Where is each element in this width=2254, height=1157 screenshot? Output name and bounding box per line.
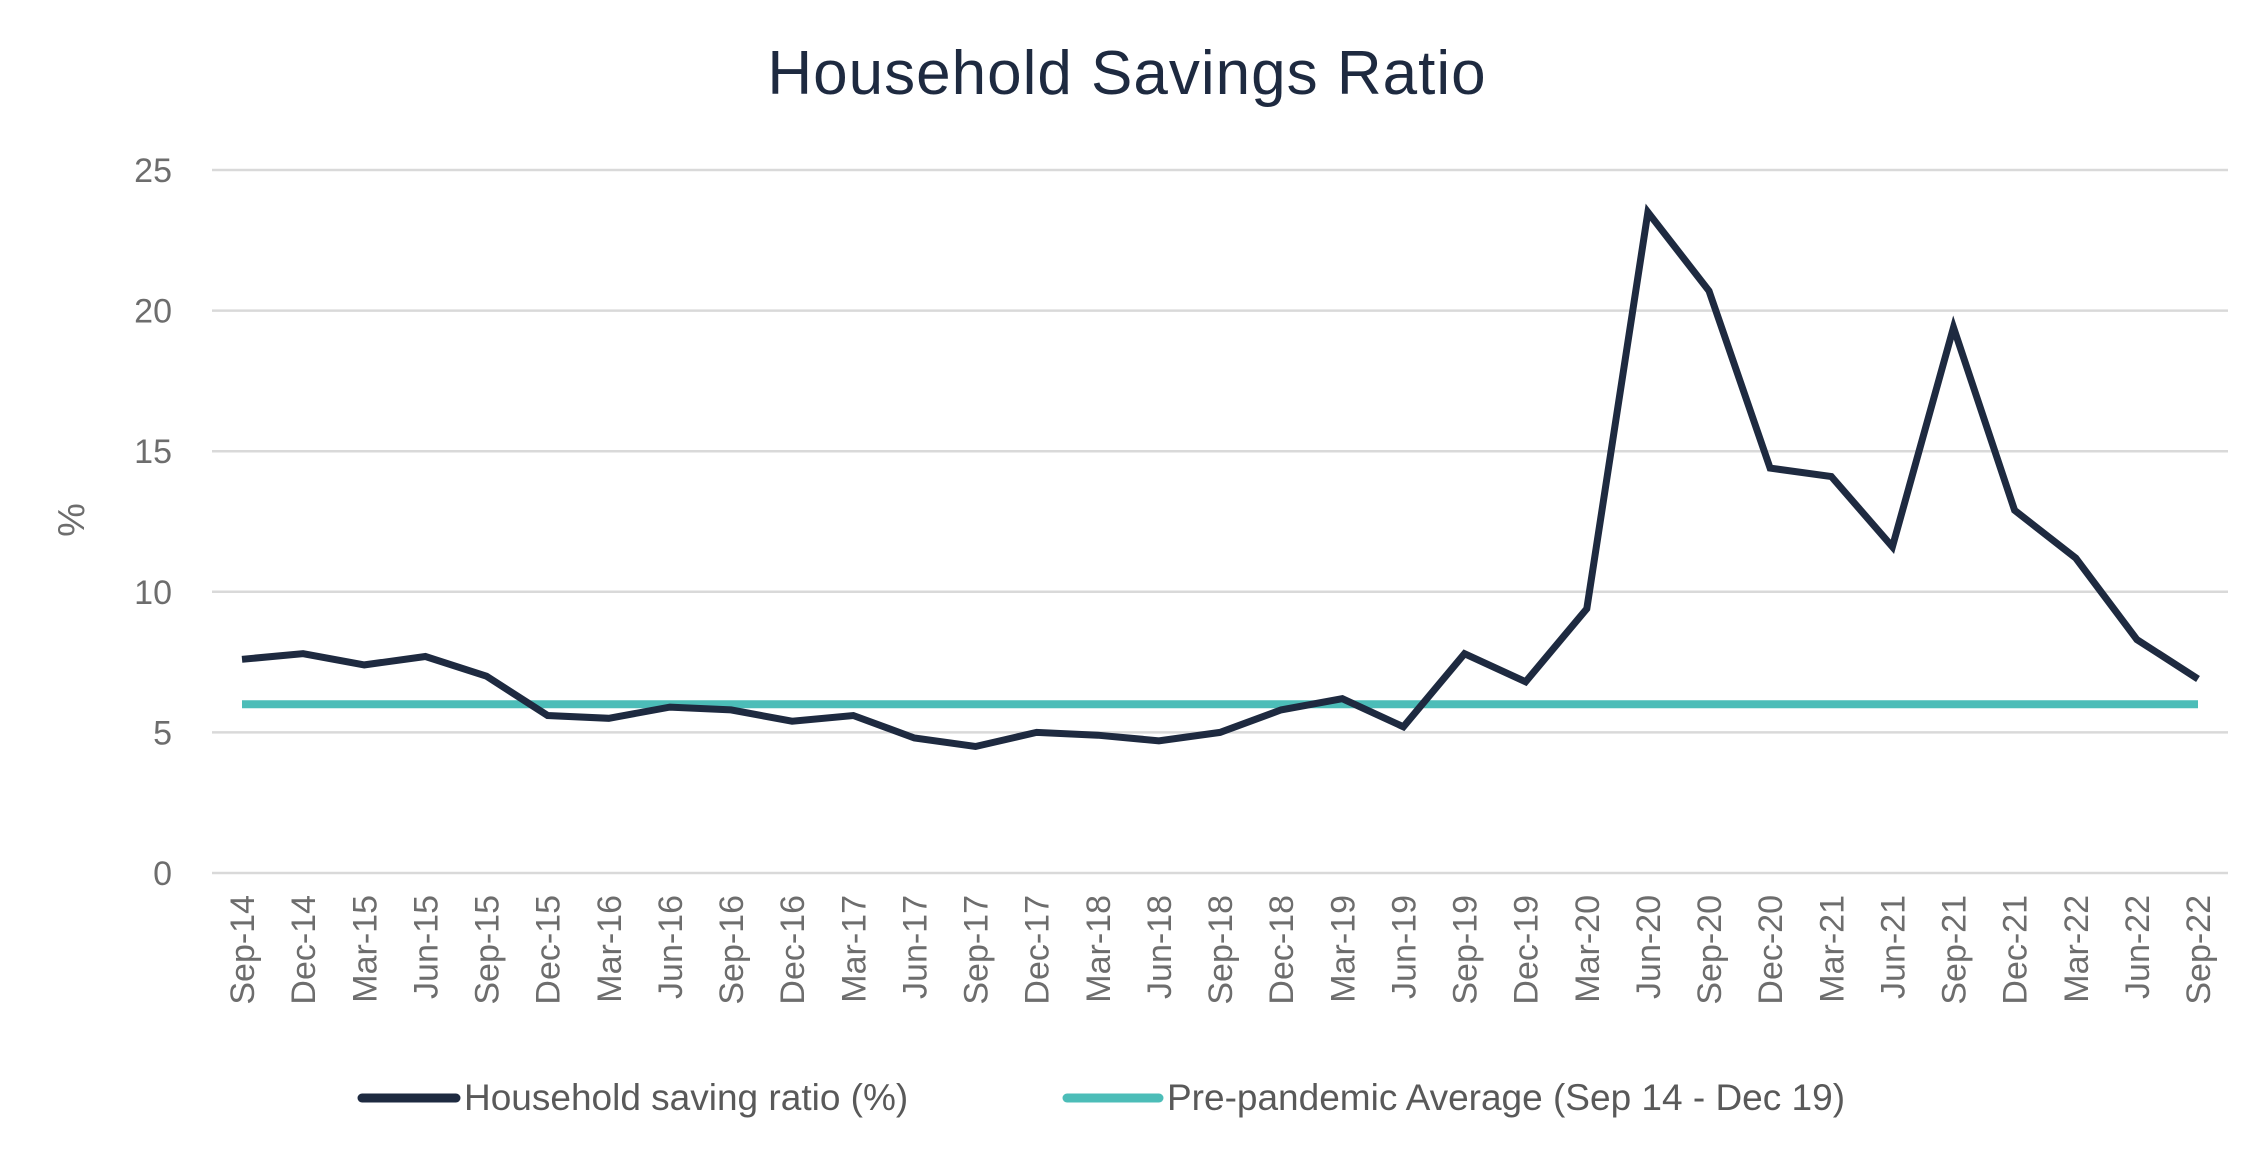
x-tick-label: Mar-19 bbox=[1324, 895, 1362, 1003]
x-tick-label: Mar-18 bbox=[1080, 895, 1118, 1003]
x-tick-label: Sep-15 bbox=[469, 895, 507, 1005]
x-tick-label: Dec-19 bbox=[1508, 895, 1546, 1005]
x-tick-label: Dec-15 bbox=[530, 895, 568, 1005]
x-tick-label: Dec-21 bbox=[1997, 895, 2035, 1005]
x-tick-label: Dec-16 bbox=[774, 895, 812, 1005]
legend: Household saving ratio (%) Pre-pandemic … bbox=[357, 1077, 1845, 1118]
chart-title: Household Savings Ratio bbox=[767, 39, 1487, 108]
x-tick-label: Jun-22 bbox=[2119, 895, 2157, 999]
x-tick-label: Dec-17 bbox=[1019, 895, 1057, 1005]
gridlines bbox=[212, 168, 2228, 875]
series-line-household-saving-ratio bbox=[241, 203, 2200, 751]
x-tick-label: Sep-16 bbox=[713, 895, 751, 1005]
x-tick-label: Sep-21 bbox=[1936, 895, 1974, 1005]
x-tick-label: Mar-21 bbox=[1813, 895, 1851, 1003]
y-tick-label: 10 bbox=[134, 574, 172, 612]
y-tick-label: 0 bbox=[153, 855, 172, 893]
x-tick-label: Sep-18 bbox=[1202, 895, 1240, 1005]
x-tick-label: Sep-17 bbox=[958, 895, 996, 1005]
x-tick-label: Jun-16 bbox=[652, 895, 690, 999]
x-tick-label: Jun-18 bbox=[1141, 895, 1179, 999]
x-axis-ticks: Sep-14 Dec-14 Mar-15 Jun-15 Sep-15 Dec-15 Mar-… bbox=[224, 895, 2218, 1005]
y-tick-label: 25 bbox=[134, 152, 172, 190]
x-tick-label: Mar-17 bbox=[835, 895, 873, 1003]
series-lines bbox=[241, 203, 2200, 751]
x-tick-label: Sep-20 bbox=[1691, 895, 1729, 1005]
x-tick-label: Mar-20 bbox=[1569, 895, 1607, 1003]
x-tick-label: Dec-18 bbox=[1263, 895, 1301, 1005]
x-tick-label: Jun-20 bbox=[1630, 895, 1668, 999]
x-tick-label: Jun-15 bbox=[407, 895, 445, 999]
x-tick-label: Mar-22 bbox=[2058, 895, 2096, 1003]
x-tick-label: Mar-16 bbox=[591, 895, 629, 1003]
y-tick-label: 20 bbox=[134, 293, 172, 331]
legend-label-household-saving-ratio: Household saving ratio (%) bbox=[464, 1077, 908, 1118]
x-tick-label: Sep-14 bbox=[224, 895, 262, 1005]
x-tick-label: Jun-19 bbox=[1385, 895, 1423, 999]
y-tick-label: 15 bbox=[134, 433, 172, 471]
x-tick-label: Mar-15 bbox=[346, 895, 384, 1003]
x-tick-label: Sep-22 bbox=[2180, 895, 2218, 1005]
legend-label-pre-pandemic-average: Pre-pandemic Average (Sep 14 - Dec 19) bbox=[1167, 1077, 1845, 1118]
x-tick-label: Sep-19 bbox=[1447, 895, 1485, 1005]
x-tick-label: Jun-21 bbox=[1874, 895, 1912, 999]
x-tick-label: Jun-17 bbox=[896, 895, 934, 999]
y-axis-label: % bbox=[51, 503, 93, 537]
x-tick-label: Dec-20 bbox=[1752, 895, 1790, 1005]
x-tick-label: Dec-14 bbox=[285, 895, 323, 1005]
y-tick-label: 5 bbox=[153, 714, 172, 752]
y-axis-ticks: 0 5 10 15 20 25 bbox=[134, 152, 172, 893]
